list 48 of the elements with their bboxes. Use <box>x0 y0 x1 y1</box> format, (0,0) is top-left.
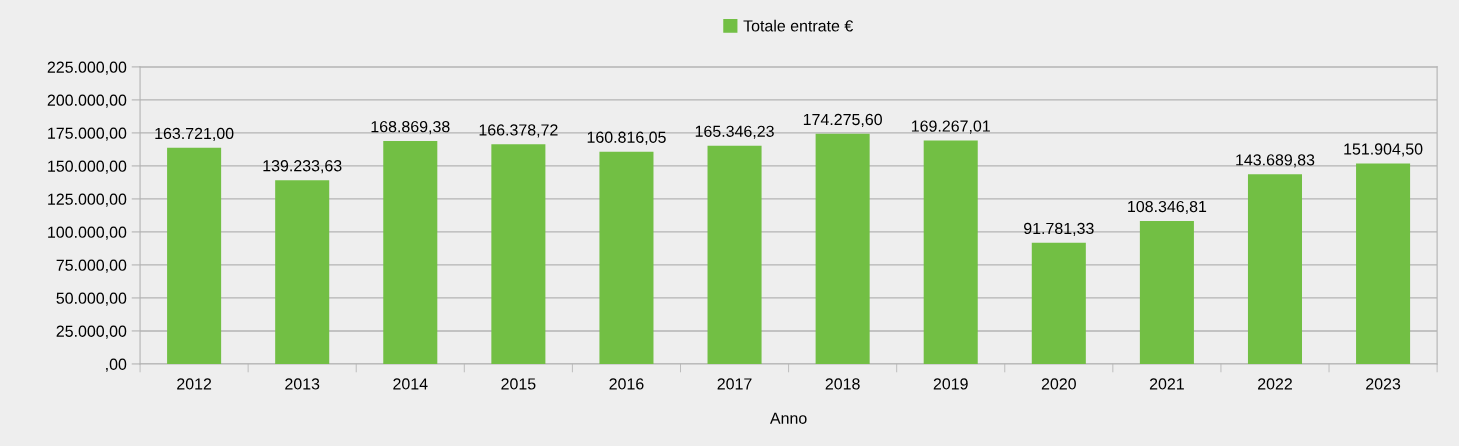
x-tick-label: 2012 <box>177 378 212 390</box>
data-label: 169.267,01 <box>911 120 990 134</box>
y-tick-label: 175.000,00 <box>48 127 127 141</box>
bar <box>275 180 330 364</box>
y-tick-label: ,00 <box>106 358 127 372</box>
bar <box>491 144 546 364</box>
y-tick-label: 200.000,00 <box>47 94 127 108</box>
x-tick-label: 2016 <box>609 378 644 390</box>
y-tick-label: 75.000,00 <box>56 259 127 273</box>
y-tick-label: 225.000,00 <box>47 61 127 75</box>
data-label: 143.689,83 <box>1236 154 1315 168</box>
y-tick-label: 150.000,00 <box>48 160 127 174</box>
x-tick-label: 2014 <box>393 378 428 390</box>
bar <box>1031 242 1086 364</box>
data-label: 151.904,50 <box>1344 143 1423 157</box>
x-tick-label: 2022 <box>1258 378 1292 390</box>
x-tick-label: 2019 <box>933 378 968 390</box>
bar <box>1356 163 1411 364</box>
data-label: 165.346,23 <box>695 125 774 139</box>
x-tick-label: 2020 <box>1041 378 1076 390</box>
bar <box>599 151 654 364</box>
y-tick-label: 50.000,00 <box>56 292 127 306</box>
bar <box>815 133 870 364</box>
data-label: 166.378,72 <box>479 124 558 138</box>
y-tick-label: 100.000,00 <box>48 226 127 240</box>
x-tick-label: 2021 <box>1149 378 1184 390</box>
data-label: 139.233,63 <box>263 160 342 174</box>
data-label: 163.721,00 <box>155 127 234 141</box>
bar <box>707 145 762 364</box>
bar <box>1139 220 1194 364</box>
bar <box>167 147 222 364</box>
y-tick-label: 25.000,00 <box>56 325 127 339</box>
data-label: 174.275,60 <box>803 113 882 128</box>
data-label: 91.781,33 <box>1024 222 1094 236</box>
x-axis-title: Anno <box>769 412 807 424</box>
x-tick-label: 2023 <box>1366 378 1401 390</box>
data-label: 108.346,81 <box>1128 200 1207 215</box>
bar <box>923 140 978 364</box>
legend-label: Totale entrate € <box>743 19 853 32</box>
bar <box>1247 174 1303 364</box>
data-label: 168.869,38 <box>371 120 450 135</box>
x-tick-label: 2013 <box>285 378 320 390</box>
x-tick-label: 2018 <box>825 378 860 390</box>
y-tick-label: 125.000,00 <box>48 193 127 207</box>
x-tick-label: 2017 <box>717 378 752 390</box>
data-label: 160.816,05 <box>587 131 666 145</box>
x-tick-label: 2015 <box>501 378 536 390</box>
bar <box>383 141 438 364</box>
